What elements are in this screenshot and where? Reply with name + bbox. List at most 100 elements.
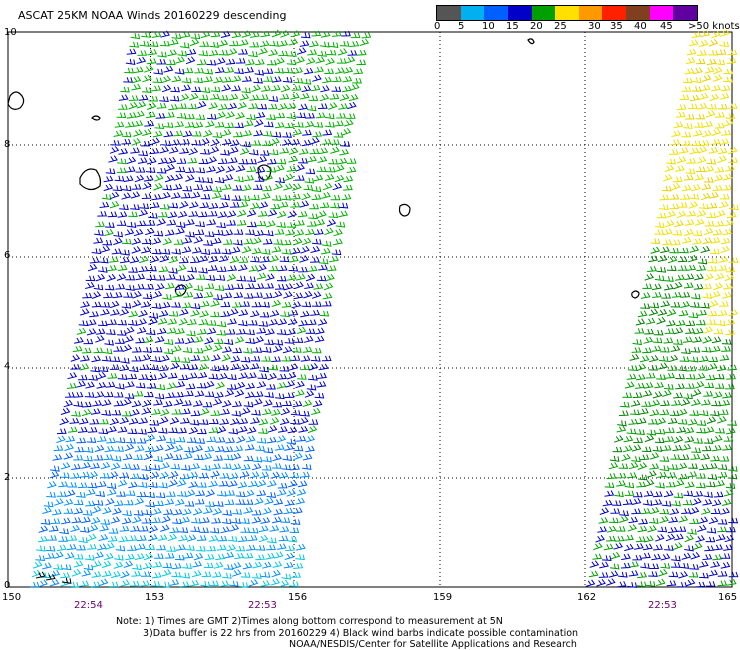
wind-barb: [303, 290, 313, 299]
wind-barb: [95, 273, 106, 282]
wind-barb: [297, 374, 307, 380]
wind-barb: [130, 147, 140, 154]
wind-barb: [196, 59, 207, 66]
wind-barb: [205, 501, 215, 508]
wind-barb: [221, 183, 232, 190]
wind-barb: [174, 554, 185, 561]
wind-barb: [281, 138, 292, 146]
wind-barb: [120, 579, 130, 587]
wind-barb: [230, 139, 240, 147]
wind-barb: [680, 301, 690, 308]
wind-barb: [245, 329, 255, 336]
wind-barb: [110, 140, 120, 146]
wind-barb: [250, 140, 261, 146]
wind-barb: [728, 204, 739, 211]
wind-barb: [162, 562, 173, 569]
wind-barb: [628, 570, 639, 577]
wind-barb: [721, 338, 732, 345]
wind-barb: [165, 229, 175, 236]
wind-barb: [185, 231, 195, 238]
wind-barb: [200, 87, 211, 94]
wind-barb: [722, 228, 733, 236]
wind-barb: [165, 282, 175, 290]
wind-barb: [204, 336, 214, 345]
wind-barb: [723, 68, 733, 75]
wind-barb: [585, 579, 596, 587]
wind-barb: [306, 221, 317, 227]
wind-barb: [71, 410, 81, 417]
wind-barb: [266, 59, 277, 66]
wind-barb: [728, 146, 738, 155]
wind-barb: [295, 389, 305, 397]
wind-barb: [305, 328, 316, 334]
wind-barb: [274, 121, 285, 129]
wind-barb: [156, 102, 167, 109]
wind-barb: [727, 103, 738, 109]
wind-barb: [89, 418, 100, 425]
wind-barb: [286, 438, 297, 445]
wind-barb: [724, 219, 734, 227]
wind-barb: [697, 309, 707, 316]
wind-barb: [147, 48, 158, 56]
wind-barb: [673, 392, 683, 399]
wind-barb: [283, 291, 293, 299]
wind-barb: [220, 149, 230, 156]
wind-barb: [701, 346, 712, 353]
wind-barb: [237, 481, 248, 489]
wind-barb: [111, 570, 121, 578]
wind-barb: [228, 308, 239, 316]
wind-barb: [121, 238, 132, 245]
wind-barb: [684, 273, 695, 280]
wind-barb: [134, 174, 145, 183]
wind-barb: [270, 578, 281, 586]
wind-barb: [169, 470, 179, 479]
footnote-line: NOAA/NESDIS/Center for Satellite Applica…: [289, 639, 577, 650]
wind-barb: [127, 545, 137, 551]
wind-barb: [692, 336, 703, 343]
wind-barb: [334, 174, 345, 183]
wind-barb: [95, 335, 105, 343]
wind-barb: [276, 275, 287, 282]
wind-barb: [280, 84, 291, 93]
wind-barb: [345, 56, 356, 64]
wind-barb: [307, 49, 318, 56]
wind-barb: [79, 417, 89, 425]
wind-barb: [281, 248, 292, 255]
wind-barb: [349, 40, 360, 47]
wind-barb: [144, 120, 155, 127]
wind-barb: [226, 210, 237, 218]
wind-barb: [92, 560, 102, 568]
wind-barb: [142, 509, 153, 516]
wind-barb: [48, 525, 59, 532]
wind-barb: [711, 30, 721, 39]
wind-barb: [330, 202, 340, 209]
wind-barb: [171, 571, 182, 578]
wind-barb: [60, 462, 71, 470]
wind-barb: [647, 265, 657, 272]
wind-barb: [628, 418, 638, 425]
wind-barb: [680, 291, 691, 298]
wind-barb: [649, 409, 660, 417]
wind-barb: [103, 391, 114, 398]
wind-barb: [616, 472, 627, 479]
wind-barb: [175, 227, 185, 235]
wind-barb: [669, 410, 680, 416]
wind-barb: [185, 383, 196, 390]
wind-barb: [63, 508, 74, 514]
wind-barb: [284, 337, 295, 344]
wind-barb: [273, 182, 283, 191]
wind-barb: [335, 221, 346, 228]
wind-barb: [138, 525, 149, 532]
wind-barb: [198, 267, 208, 274]
wind-barb: [720, 399, 731, 407]
wind-barb: [93, 455, 104, 461]
wind-barb: [197, 211, 208, 218]
wind-barb: [214, 229, 224, 236]
wind-barb: [124, 228, 135, 236]
wind-barb: [654, 275, 665, 282]
wind-barb: [333, 132, 344, 138]
wind-barb: [170, 356, 181, 363]
wind-barb: [675, 319, 686, 327]
wind-barb: [704, 382, 715, 389]
